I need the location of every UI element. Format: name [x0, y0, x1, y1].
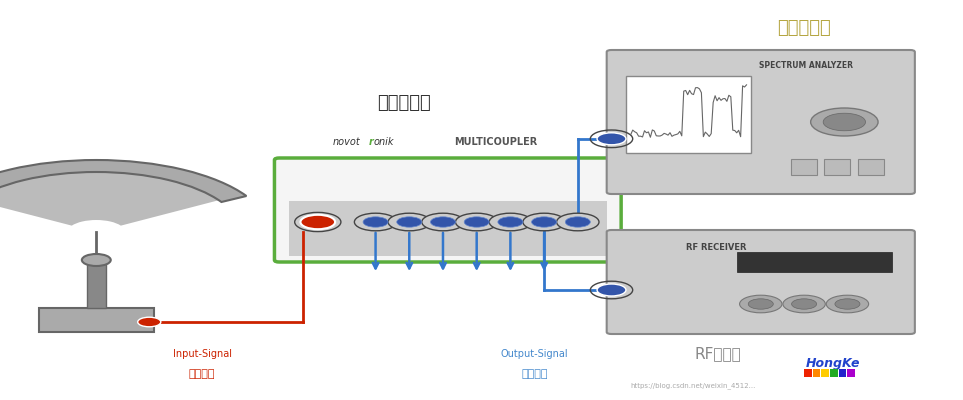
Circle shape — [792, 299, 817, 309]
Circle shape — [397, 217, 422, 227]
Circle shape — [532, 217, 557, 227]
Circle shape — [835, 299, 860, 309]
Text: Input-Signal: Input-Signal — [172, 349, 232, 359]
Bar — [821, 369, 829, 377]
Text: https://blog.csdn.net/weixin_4512...: https://blog.csdn.net/weixin_4512... — [631, 383, 756, 389]
Wedge shape — [0, 160, 247, 202]
Text: HongKe: HongKe — [806, 358, 860, 370]
Bar — [830, 369, 838, 377]
Bar — [847, 369, 855, 377]
Circle shape — [464, 217, 489, 227]
Text: 输入信号: 输入信号 — [189, 369, 216, 379]
Circle shape — [82, 254, 111, 266]
Bar — [839, 369, 846, 377]
Bar — [824, 159, 850, 175]
Bar — [39, 308, 154, 332]
Text: Output-Signal: Output-Signal — [501, 349, 568, 359]
Text: novot: novot — [332, 137, 360, 147]
Circle shape — [565, 217, 590, 227]
Circle shape — [597, 284, 626, 296]
FancyBboxPatch shape — [607, 50, 915, 194]
Bar — [87, 260, 106, 308]
FancyBboxPatch shape — [274, 158, 621, 262]
Bar — [791, 159, 817, 175]
Circle shape — [748, 299, 773, 309]
Bar — [289, 201, 607, 256]
Bar — [804, 369, 812, 377]
Circle shape — [489, 213, 532, 231]
Text: RF RECEIVER: RF RECEIVER — [686, 242, 746, 252]
Text: MULTICOUPLER: MULTICOUPLER — [455, 137, 537, 147]
Circle shape — [557, 213, 599, 231]
FancyBboxPatch shape — [607, 230, 915, 334]
Circle shape — [826, 295, 869, 313]
Circle shape — [823, 113, 866, 131]
Circle shape — [300, 215, 335, 229]
Bar — [737, 252, 892, 272]
Bar — [858, 159, 884, 175]
Text: r: r — [369, 137, 374, 147]
Circle shape — [363, 217, 388, 227]
Circle shape — [498, 217, 523, 227]
Bar — [813, 369, 820, 377]
Text: 频谱分析仪: 频谱分析仪 — [777, 19, 831, 37]
Circle shape — [138, 317, 161, 327]
Circle shape — [455, 213, 498, 231]
Text: 输出信号: 输出信号 — [521, 369, 548, 379]
Wedge shape — [0, 164, 235, 226]
Text: SPECTRUM ANALYZER: SPECTRUM ANALYZER — [759, 62, 852, 70]
Text: 多路耦合器: 多路耦合器 — [377, 94, 431, 112]
Circle shape — [740, 295, 782, 313]
Circle shape — [422, 213, 464, 231]
Bar — [626, 76, 751, 153]
Circle shape — [354, 213, 397, 231]
Circle shape — [811, 108, 878, 136]
Circle shape — [783, 295, 825, 313]
Circle shape — [388, 213, 430, 231]
Text: onik: onik — [374, 137, 394, 147]
Circle shape — [523, 213, 565, 231]
Text: RF接收机: RF接收机 — [694, 346, 741, 362]
Circle shape — [597, 133, 626, 145]
Circle shape — [430, 217, 455, 227]
